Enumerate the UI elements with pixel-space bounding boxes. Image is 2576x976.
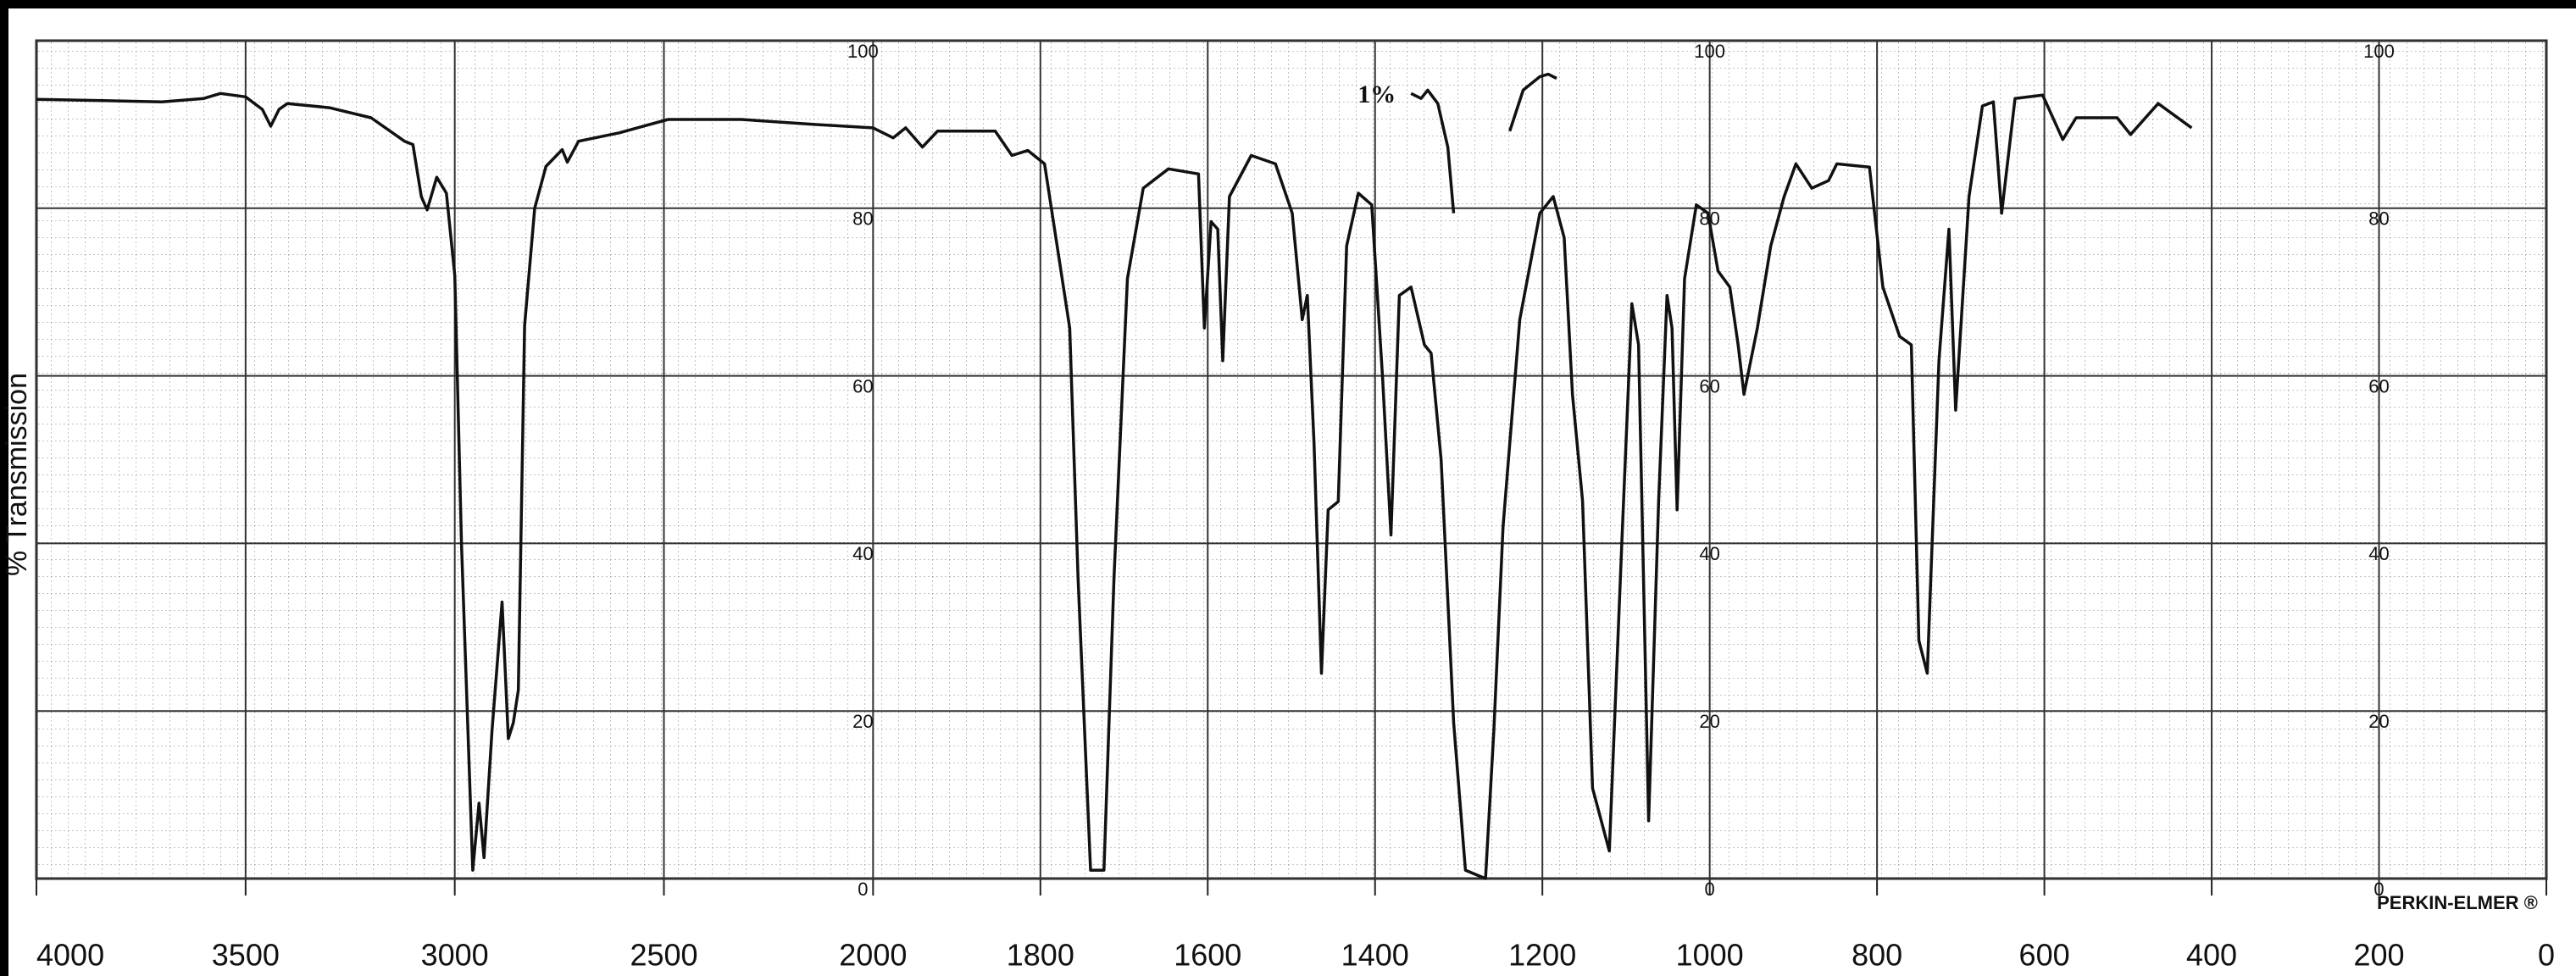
- y-tick-label: 20: [2368, 711, 2389, 732]
- y-tick-label: 20: [1699, 711, 1719, 732]
- x-tick-label: 2000: [839, 938, 907, 973]
- y-tick-label: 100: [2363, 41, 2395, 62]
- y-tick-label: 40: [2368, 543, 2389, 564]
- x-tick-label: 1000: [1676, 938, 1744, 973]
- y-tick-label: 60: [1699, 375, 1719, 396]
- y-tick-label: 40: [1699, 543, 1719, 564]
- y-tick-label: 40: [852, 543, 873, 564]
- x-tick-label: 200: [2353, 938, 2404, 973]
- y-tick-label: 0: [858, 879, 868, 900]
- x-tick-label: 4000: [36, 938, 104, 973]
- x-tick-label: 1600: [1174, 938, 1241, 973]
- x-tick-label: 3000: [421, 938, 489, 973]
- x-tick-label: 800: [1852, 938, 1902, 973]
- x-tick-label: 400: [2186, 938, 2237, 973]
- brand: PERKIN-ELMER ®: [2377, 892, 2538, 913]
- x-tick-label: 3500: [212, 938, 280, 973]
- trace-annotation: 1%: [1357, 80, 1396, 108]
- x-tick-label: 1400: [1341, 938, 1409, 973]
- y-tick-label: 100: [847, 41, 879, 62]
- y-tick-label: 100: [1694, 41, 1725, 62]
- spectrum-line: [1410, 72, 1557, 214]
- y-tick-label: 80: [2368, 208, 2389, 230]
- x-tick-label: 0: [2538, 938, 2555, 973]
- y-tick-label: 20: [852, 711, 873, 732]
- x-tick-label: 1200: [1508, 938, 1576, 973]
- graph-paper: [36, 41, 2546, 879]
- y-tick-label: 60: [2368, 375, 2389, 396]
- y-tick-label: 0: [1705, 879, 1715, 900]
- left-edge: [0, 0, 8, 976]
- x-tick-label: 2500: [630, 938, 697, 973]
- y-tick-label: 0: [2373, 879, 2384, 900]
- x-tick-label: 600: [2019, 938, 2070, 973]
- y-tick-label: 60: [852, 375, 873, 396]
- y-axis-label: % Transmission: [1, 373, 33, 576]
- x-tick-label: 1800: [1007, 938, 1074, 973]
- y-tick-label: 80: [852, 208, 873, 230]
- spectrum-line: [36, 92, 2193, 880]
- top-edge: [0, 0, 2576, 8]
